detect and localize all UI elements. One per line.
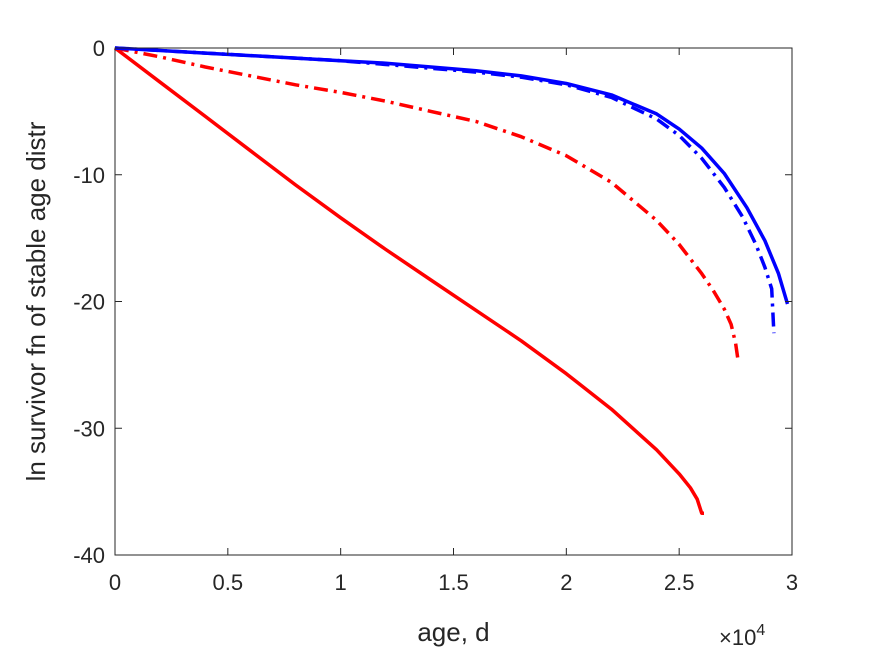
x-exponent-label: ×104 <box>719 622 765 650</box>
y-tick-label: -30 <box>73 416 105 441</box>
x-exponent-base: ×10 <box>719 625 756 650</box>
x-axis-title: age, d <box>417 617 489 647</box>
series-line-1 <box>113 46 704 515</box>
tick-layer: 0 0.5 1 1.5 2 2.5 3 -40 -30 -20 -10 0 <box>73 36 798 595</box>
x-tick-label: 2.5 <box>664 570 695 595</box>
series-line-4 <box>114 46 790 305</box>
y-tick-label: -40 <box>73 543 105 568</box>
y-tick-label: -10 <box>73 163 105 188</box>
x-tick-label: 1.5 <box>438 570 469 595</box>
x-tick-label: 0 <box>109 570 121 595</box>
series-line-2 <box>114 46 740 359</box>
y-axis-title: ln survivor fn of stable age distr <box>21 121 51 481</box>
y-tick-label: -20 <box>73 290 105 315</box>
x-tick-label: 0.5 <box>213 570 244 595</box>
x-exponent-power: 4 <box>756 622 765 639</box>
x-tick-label: 3 <box>786 570 798 595</box>
x-tick-label: 2 <box>560 570 572 595</box>
y-tick-label: 0 <box>93 36 105 61</box>
series-layer <box>113 46 790 515</box>
x-tick-label: 1 <box>335 570 347 595</box>
